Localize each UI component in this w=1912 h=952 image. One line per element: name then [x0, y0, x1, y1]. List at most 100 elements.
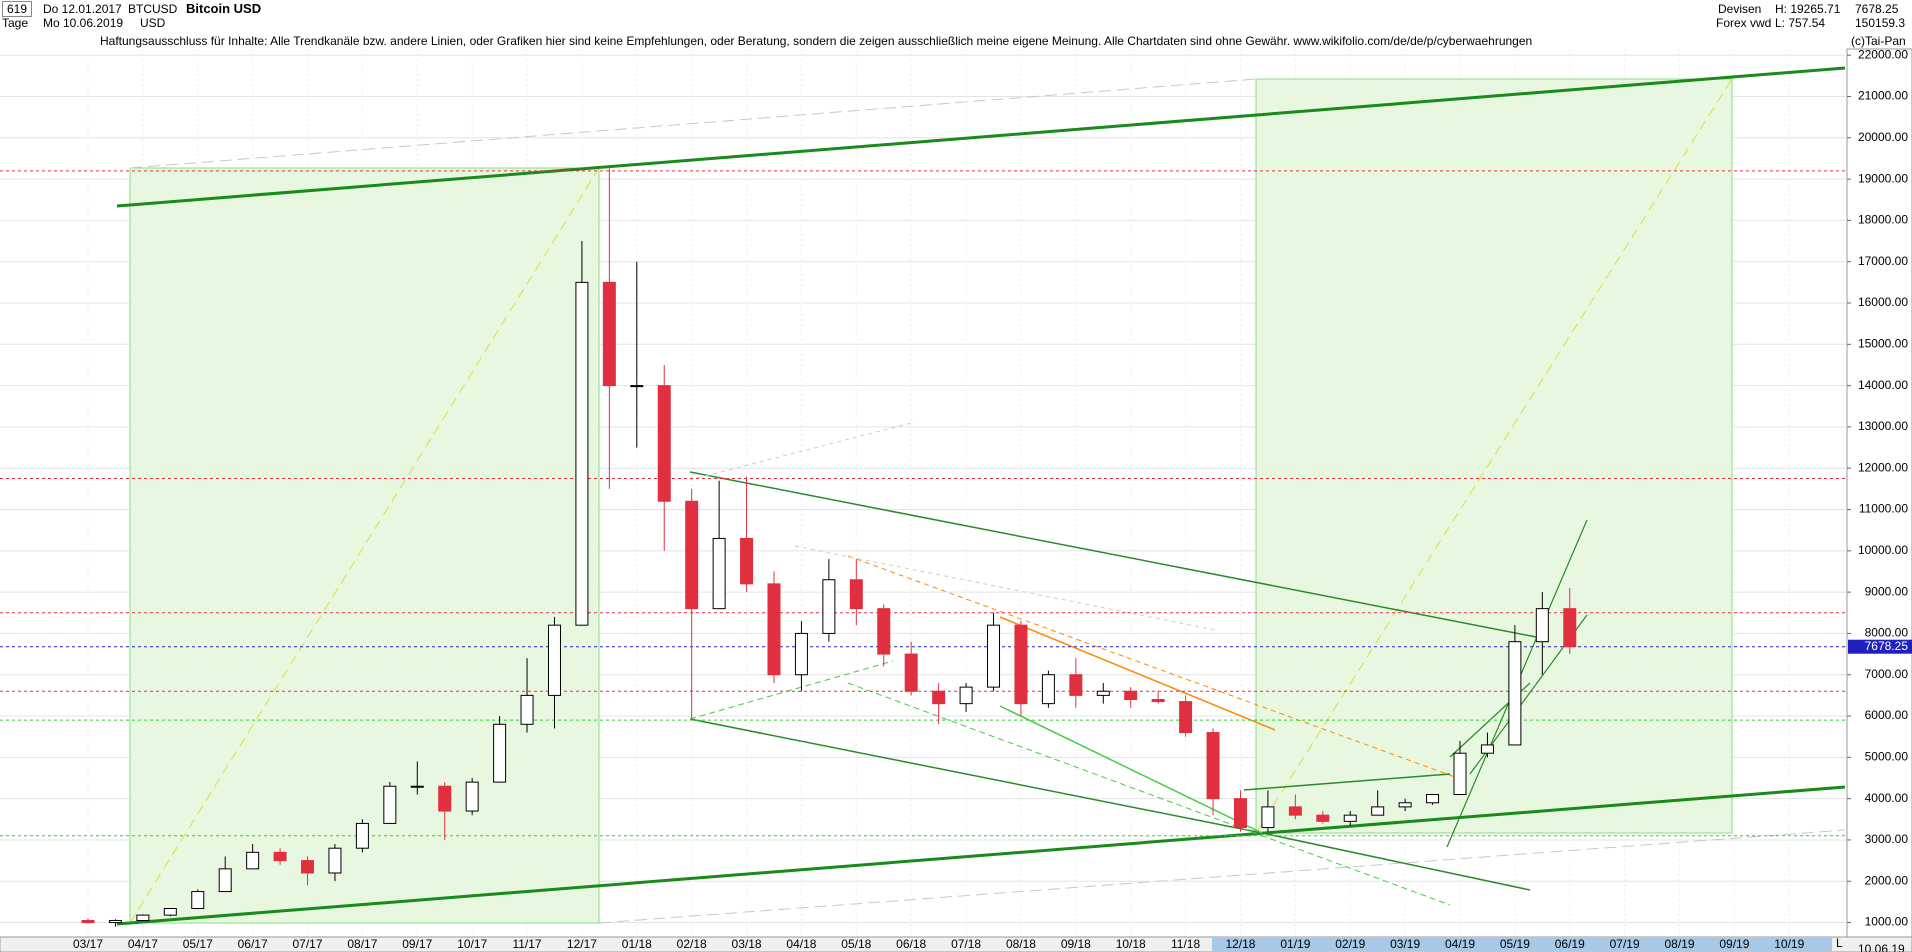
x-tick-label: 06/17: [238, 937, 268, 951]
candle-body: [987, 624, 1001, 688]
candle-body: [877, 608, 891, 655]
y-tick-label: 14000.00: [1858, 378, 1908, 392]
candle-body: [328, 847, 342, 874]
y-tick-label: 4000.00: [1865, 791, 1909, 805]
candle-body: [575, 281, 589, 626]
x-tick-label: 12/18: [1225, 937, 1255, 951]
candle-body: [1288, 806, 1302, 816]
high: H: 19265.71: [1775, 2, 1841, 16]
candle-body: [273, 851, 287, 862]
symbol: BTCUSD: [128, 2, 178, 16]
candle-body: [1206, 732, 1220, 800]
x-tick-label: 08/18: [1006, 937, 1036, 951]
candle-body: [1508, 641, 1522, 746]
market: Devisen: [1718, 2, 1762, 16]
candle-body: [1014, 624, 1028, 705]
candle-body: [959, 686, 973, 705]
candle-body: [383, 785, 397, 824]
x-tick-label: 03/17: [73, 937, 103, 951]
candle-body: [1316, 814, 1330, 822]
candle-body: [1124, 690, 1138, 701]
date-label: 10.06.19: [1858, 942, 1905, 952]
guide: [129, 78, 1257, 169]
level-label: 7678.25: [1865, 639, 1909, 653]
copyright: (c)Tai-Pan: [1851, 34, 1906, 48]
candle-body: [767, 583, 781, 676]
candle-body: [822, 579, 836, 634]
candle-body: [493, 723, 507, 783]
y-tick-label: 15000.00: [1858, 336, 1908, 350]
x-tick-label: 05/19: [1500, 937, 1530, 951]
candle-body: [547, 624, 561, 696]
candle-body: [1453, 752, 1467, 796]
x-tick-label: 11/18: [1171, 937, 1200, 951]
last: 7678.25: [1855, 2, 1899, 16]
y-tick-label: 5000.00: [1865, 750, 1909, 764]
y-tick-label: 17000.00: [1858, 254, 1908, 268]
y-tick-label: 19000.00: [1858, 171, 1908, 185]
x-tick-label: 04/17: [128, 937, 158, 951]
x-tick-label: 07/17: [293, 937, 323, 951]
candle-body: [1179, 701, 1193, 734]
x-tick-label: 07/18: [951, 937, 981, 951]
diagonal: [1255, 78, 1733, 834]
title: Bitcoin USD: [186, 1, 262, 16]
end-date: Mo 10.06.2019: [43, 16, 124, 30]
candle-body: [1096, 690, 1110, 696]
level-tag: [1848, 639, 1912, 654]
fan-line: [847, 682, 1451, 906]
trendline: [116, 66, 1846, 208]
candle-body: [794, 632, 808, 676]
x-tick-label: 05/18: [841, 937, 871, 951]
x-tick-label: 03/19: [1390, 937, 1420, 951]
candle-body: [465, 781, 479, 812]
y-tick-label: 10000.00: [1858, 543, 1908, 557]
y-tick-label: 13000.00: [1858, 419, 1908, 433]
y-tick-label: 2000.00: [1865, 873, 1909, 887]
y-tick-label: 21000.00: [1858, 89, 1908, 103]
candle-body: [438, 785, 452, 812]
x-tick-label: 02/18: [677, 937, 707, 951]
y-tick-label: 18000.00: [1858, 213, 1908, 227]
y-tick-label: 8000.00: [1865, 626, 1909, 640]
guide: [598, 829, 1846, 924]
candle-body: [355, 822, 369, 849]
candle-body: [191, 891, 205, 910]
candle-body: [1398, 802, 1412, 808]
y-tick-label: 16000.00: [1858, 295, 1908, 309]
x-tick-label: 01/19: [1280, 937, 1310, 951]
candle-body: [685, 500, 699, 610]
x-tick-label: 04/19: [1445, 937, 1475, 951]
x-tick-label: 10/18: [1116, 937, 1146, 951]
channel: [689, 718, 1263, 834]
candle-body: [904, 653, 918, 692]
disclaimer: Haftungsausschluss für Inhalte: Alle Tre…: [100, 34, 1533, 48]
candle-body: [81, 919, 95, 924]
candle-body: [1480, 744, 1494, 754]
fan-line: [689, 660, 894, 720]
x-tick-label: 03/18: [732, 937, 762, 951]
candle-body: [520, 694, 534, 725]
x-tick-label: 05/17: [183, 937, 213, 951]
low: L: 757.54: [1775, 16, 1826, 30]
count[interactable]: 619: [2, 1, 33, 17]
candle-body: [136, 914, 150, 921]
volume: 150159.3: [1855, 16, 1906, 30]
currency: USD: [140, 16, 166, 30]
candle-body: [1041, 674, 1055, 705]
x-tick-label: 12/17: [567, 937, 597, 951]
candle-body: [657, 385, 671, 502]
channel: [1261, 832, 1531, 891]
flag: [1243, 773, 1451, 791]
candle-body: [410, 785, 424, 788]
price-axis: [1846, 48, 1912, 938]
period[interactable]: Tage: [2, 16, 29, 30]
y-tick-label: 3000.00: [1865, 832, 1909, 846]
x-tick-label: 07/19: [1610, 937, 1640, 951]
y-tick-label: 12000.00: [1858, 460, 1908, 474]
x-tick-label: 06/19: [1555, 937, 1585, 951]
candle-body: [630, 385, 644, 388]
candle-body: [163, 908, 177, 916]
y-tick-label: 20000.00: [1858, 130, 1908, 144]
